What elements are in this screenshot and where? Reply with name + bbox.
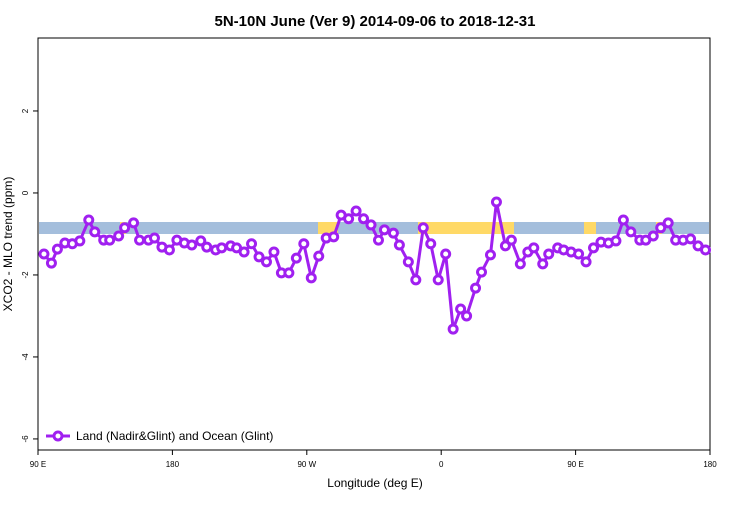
data-point: [328, 231, 340, 243]
data-point: [313, 250, 325, 262]
data-point: [505, 234, 517, 246]
x-tick-label: 180: [166, 460, 180, 469]
y-tick-label: -2: [21, 271, 30, 279]
y-tick-label: 0: [21, 190, 30, 195]
plot-frame: [37, 37, 711, 451]
data-point: [440, 248, 452, 260]
x-tick-label: 0: [439, 460, 444, 469]
data-point: [113, 230, 125, 242]
data-point: [537, 258, 549, 270]
data-point: [476, 266, 488, 278]
legend-label: Land (Nadir&Glint) and Ocean (Glint): [76, 429, 273, 443]
data-point: [700, 244, 712, 256]
data-point: [283, 267, 295, 279]
x-tick-label: 90 E: [567, 460, 583, 469]
land-strip: [584, 222, 596, 234]
data-point: [74, 235, 86, 247]
data-point: [134, 234, 146, 246]
data-point: [268, 246, 280, 258]
data-point: [588, 242, 600, 254]
data-point: [148, 232, 160, 244]
data-point: [610, 235, 622, 247]
data-point: [490, 196, 502, 208]
data-point: [543, 248, 555, 260]
x-axis-title: Longitude (deg E): [327, 476, 422, 490]
legend-marker: [52, 430, 64, 442]
y-tick-label: -4: [21, 353, 30, 361]
x-tick-label: 90 W: [297, 460, 316, 469]
data-point: [514, 258, 526, 270]
data-point: [647, 230, 659, 242]
data-point: [83, 214, 95, 226]
land-strip: [418, 222, 514, 234]
y-axis-title: XCO2 - MLO trend (ppm): [1, 177, 15, 312]
data-point: [372, 234, 384, 246]
data-point: [425, 238, 437, 250]
data-point: [417, 222, 429, 234]
data-point: [350, 205, 362, 217]
data-point: [38, 248, 50, 260]
data-point: [484, 249, 496, 261]
data-point: [410, 274, 422, 286]
x-tick-label: 180: [703, 460, 717, 469]
data-point: [365, 219, 377, 231]
data-point: [393, 239, 405, 251]
data-point: [246, 238, 258, 250]
data-point: [51, 243, 63, 255]
data-point: [253, 251, 265, 263]
data-point: [201, 241, 213, 253]
data-point: [580, 256, 592, 268]
data-point: [298, 238, 310, 250]
data-point: [45, 257, 57, 269]
data-point: [528, 242, 540, 254]
data-point: [378, 224, 390, 236]
data-point: [655, 222, 667, 234]
chart-title: 5N-10N June (Ver 9) 2014-09-06 to 2018-1…: [214, 13, 535, 30]
data-point: [290, 252, 302, 264]
data-point: [305, 272, 317, 284]
data-point: [195, 235, 207, 247]
data-point: [186, 239, 198, 251]
data-point: [216, 242, 228, 254]
data-point: [128, 217, 140, 229]
data-point: [163, 244, 175, 256]
data-point: [89, 226, 101, 238]
data-point: [119, 222, 131, 234]
data-point: [617, 214, 629, 226]
data-point: [432, 274, 444, 286]
data-point: [260, 256, 272, 268]
land-strip: [318, 222, 338, 234]
x-tick-label: 90 E: [30, 460, 46, 469]
data-point: [343, 213, 355, 225]
data-point: [358, 213, 370, 225]
data-point: [461, 310, 473, 322]
data-point: [104, 234, 116, 246]
data-point: [625, 226, 637, 238]
data-point: [685, 233, 697, 245]
data-point: [573, 248, 585, 260]
data-point: [447, 323, 459, 335]
y-tick-label: 2: [21, 108, 30, 113]
data-point: [470, 282, 482, 294]
data-point: [402, 256, 414, 268]
data-point: [238, 246, 250, 258]
data-point: [387, 227, 399, 239]
y-tick-label: -6: [21, 435, 30, 443]
data-point: [662, 217, 674, 229]
data-point: [455, 303, 467, 315]
